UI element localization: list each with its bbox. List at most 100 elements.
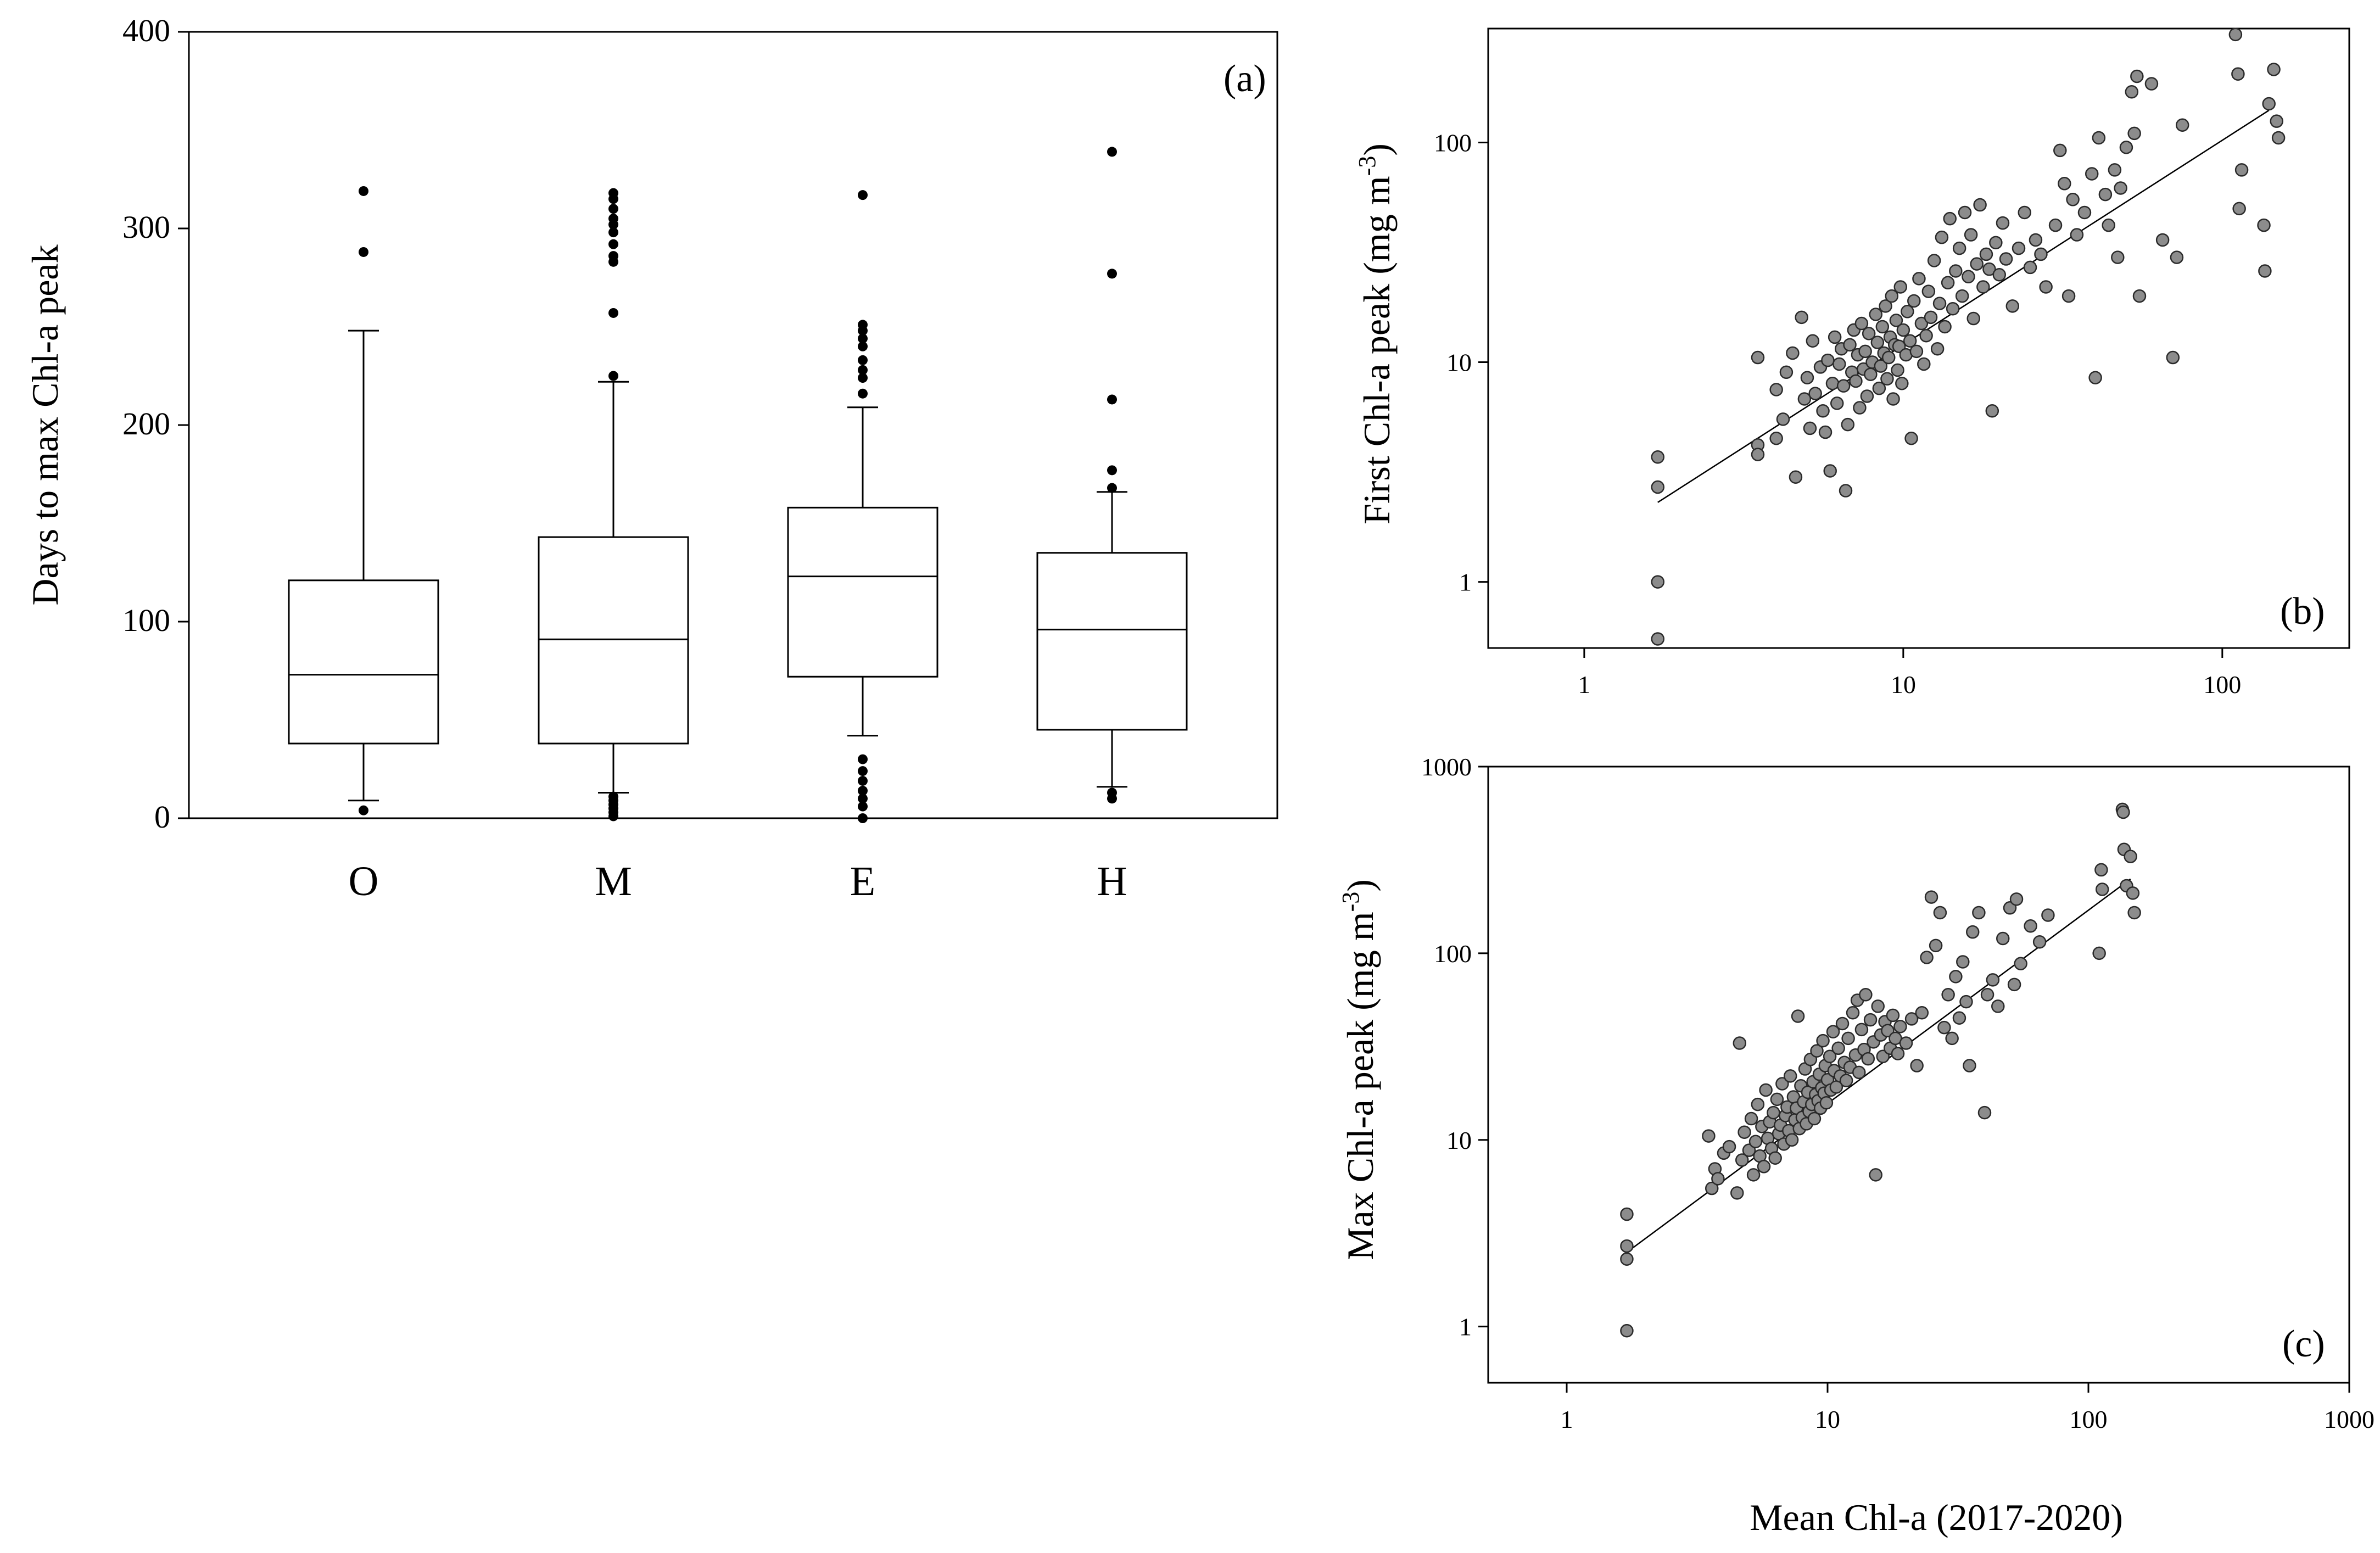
scatter-point: [1751, 350, 1765, 365]
scatter-point: [1730, 1186, 1744, 1200]
scatter-point: [1885, 289, 1899, 303]
scatter-point: [2102, 218, 2115, 232]
outlier-point: [359, 186, 368, 196]
y-axis-title: First Chl-a peak (mg m-3): [1354, 143, 1398, 524]
scatter-point: [1839, 1074, 1853, 1087]
scatter-point: [1910, 1059, 1924, 1072]
boxplot-panel: 0 100 200 300 400 O M E H Days to max Chl-a pea…: [24, 13, 1278, 904]
scatter-point: [1751, 1097, 1765, 1111]
scatter-point: [1893, 1020, 1907, 1034]
outlier-point: [1107, 269, 1117, 279]
scatter-point: [1932, 297, 1947, 310]
x-tick-label: 100: [2069, 1405, 2107, 1433]
scatter-point: [1795, 310, 1808, 325]
scatter-point: [1702, 1129, 1716, 1143]
outlier-point: [858, 388, 868, 399]
scatter-point: [1818, 425, 1833, 439]
scatter-point: [2034, 247, 2048, 261]
scatter-point: [1959, 995, 1973, 1009]
scatter-point: [2175, 118, 2189, 132]
scatter-point: [2111, 250, 2125, 264]
scatter-point: [2014, 957, 2027, 971]
x-tick-label: 1: [1578, 671, 1590, 699]
scatter-point: [2092, 946, 2106, 960]
box-O: [288, 186, 439, 815]
scatter-point: [1767, 1105, 1780, 1120]
y-axis-title: Max Chl-a peak (mg m-3): [1337, 879, 1381, 1260]
outlier-point: [1107, 787, 1117, 798]
scatter-point: [2232, 202, 2246, 216]
outlier-point: [858, 785, 868, 796]
scatter-point: [1979, 247, 1993, 261]
x-tick-label: 100: [2203, 671, 2241, 699]
scatter-point: [1825, 377, 1840, 390]
data-points: [1651, 27, 2286, 646]
scatter-point: [1914, 316, 1929, 331]
scatter-point: [2125, 85, 2139, 99]
box-E: [787, 190, 938, 823]
outlier-point: [858, 341, 868, 351]
scatter-point: [1831, 1041, 1845, 1055]
scatter-point: [1956, 955, 1970, 969]
scatter-point: [1776, 412, 1790, 426]
outlier-point: [1107, 394, 1117, 405]
scatter-point: [2009, 892, 2024, 906]
scatter-point: [1879, 299, 1892, 313]
scatter-point: [1828, 330, 1842, 344]
outlier-point: [858, 365, 868, 375]
scatter-point: [1876, 1049, 1890, 1064]
scatter-point: [1996, 931, 2010, 946]
outlier-point: [1107, 465, 1117, 476]
category-label: O: [349, 858, 379, 904]
scatter-point: [2005, 299, 2020, 313]
scatter-point: [1972, 906, 1986, 920]
scatter-point: [1930, 342, 1945, 356]
scatter-point: [2077, 205, 2092, 220]
scatter-point: [1751, 448, 1765, 461]
scatter-point: [1893, 280, 1908, 294]
scatter-point: [1945, 1031, 1959, 1046]
scatter-point: [2124, 850, 2137, 863]
outlier-point: [858, 794, 868, 804]
scatter-point: [1869, 308, 1883, 321]
scatter-point: [1620, 1239, 1634, 1253]
scatter-point: [2231, 67, 2245, 81]
x-tick-label: 10: [1815, 1405, 1840, 1433]
scatter-point: [1839, 484, 1853, 498]
x-tick-label: 10: [1891, 671, 1916, 699]
x-tick-label: 1: [1560, 1405, 1573, 1433]
scatter-point: [1742, 1143, 1756, 1157]
scatter-point: [1807, 1111, 1822, 1126]
y-tick-label: 1: [1459, 1313, 1472, 1341]
outlier-point: [608, 371, 618, 381]
scatter-point: [1803, 421, 1817, 435]
scatter-point: [2228, 27, 2243, 42]
box-H: [1036, 147, 1188, 804]
scatter-point: [1841, 417, 1855, 432]
scatter-point: [1806, 334, 1820, 348]
scatter-point: [1862, 327, 1876, 340]
scatter-point: [1904, 431, 1918, 445]
scatter-point: [1901, 305, 1914, 319]
outlier-point: [608, 188, 618, 198]
scatter-point: [2119, 141, 2133, 154]
scatter-point: [2085, 167, 2099, 181]
scatter-point: [1889, 314, 1903, 327]
scatter-point: [1917, 357, 1931, 371]
plot-frame: [1487, 27, 2350, 649]
scatter-point: [2039, 280, 2053, 294]
y-tick-label: 100: [1434, 129, 1472, 157]
outlier-point: [858, 775, 868, 786]
category-label: H: [1097, 858, 1127, 904]
scatter-point: [1821, 353, 1835, 367]
y-tick-label: 200: [122, 406, 170, 442]
scatter-point: [1859, 988, 1873, 1002]
scatter-point: [1941, 988, 1955, 1002]
scatter-point: [1748, 1135, 1763, 1149]
scatter-point: [1620, 1324, 1634, 1338]
scatter-point: [1846, 1005, 1860, 1020]
scatter-point: [2023, 260, 2037, 275]
outlier-point: [608, 308, 618, 318]
scatter-panel-first-peak: 1 10 100 1 10 100 First Chl-a peak (mg m-3) (…: [1354, 27, 2350, 699]
